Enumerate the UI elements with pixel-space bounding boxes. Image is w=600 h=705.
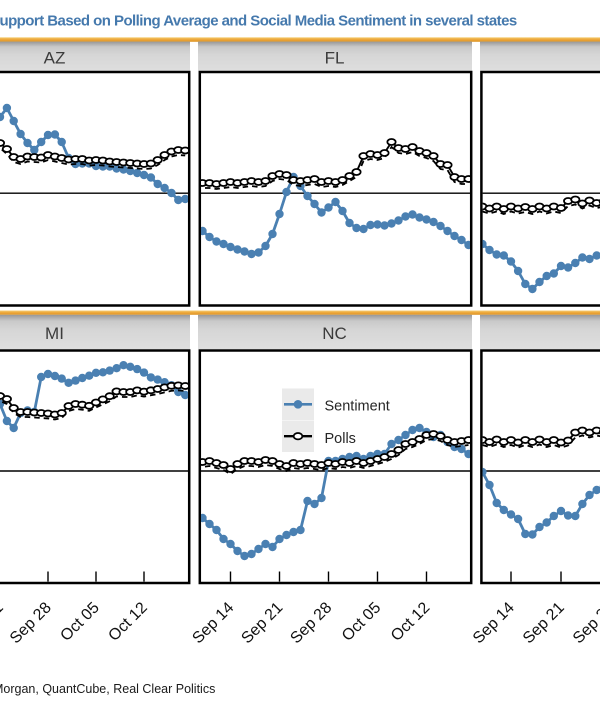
svg-text:Sentiment: Sentiment bbox=[325, 399, 390, 415]
svg-text:FL: FL bbox=[325, 49, 345, 68]
svg-text:Support Based on Polling Avera: Support Based on Polling Average and Soc… bbox=[0, 13, 517, 30]
svg-text:Polls: Polls bbox=[325, 431, 356, 447]
svg-text:NC: NC bbox=[322, 324, 347, 343]
svg-text:AZ: AZ bbox=[44, 49, 66, 68]
svg-text:Morgan, QuantCube, Real Clear: Morgan, QuantCube, Real Clear Politics bbox=[0, 682, 215, 696]
svg-text:MI: MI bbox=[45, 324, 64, 343]
